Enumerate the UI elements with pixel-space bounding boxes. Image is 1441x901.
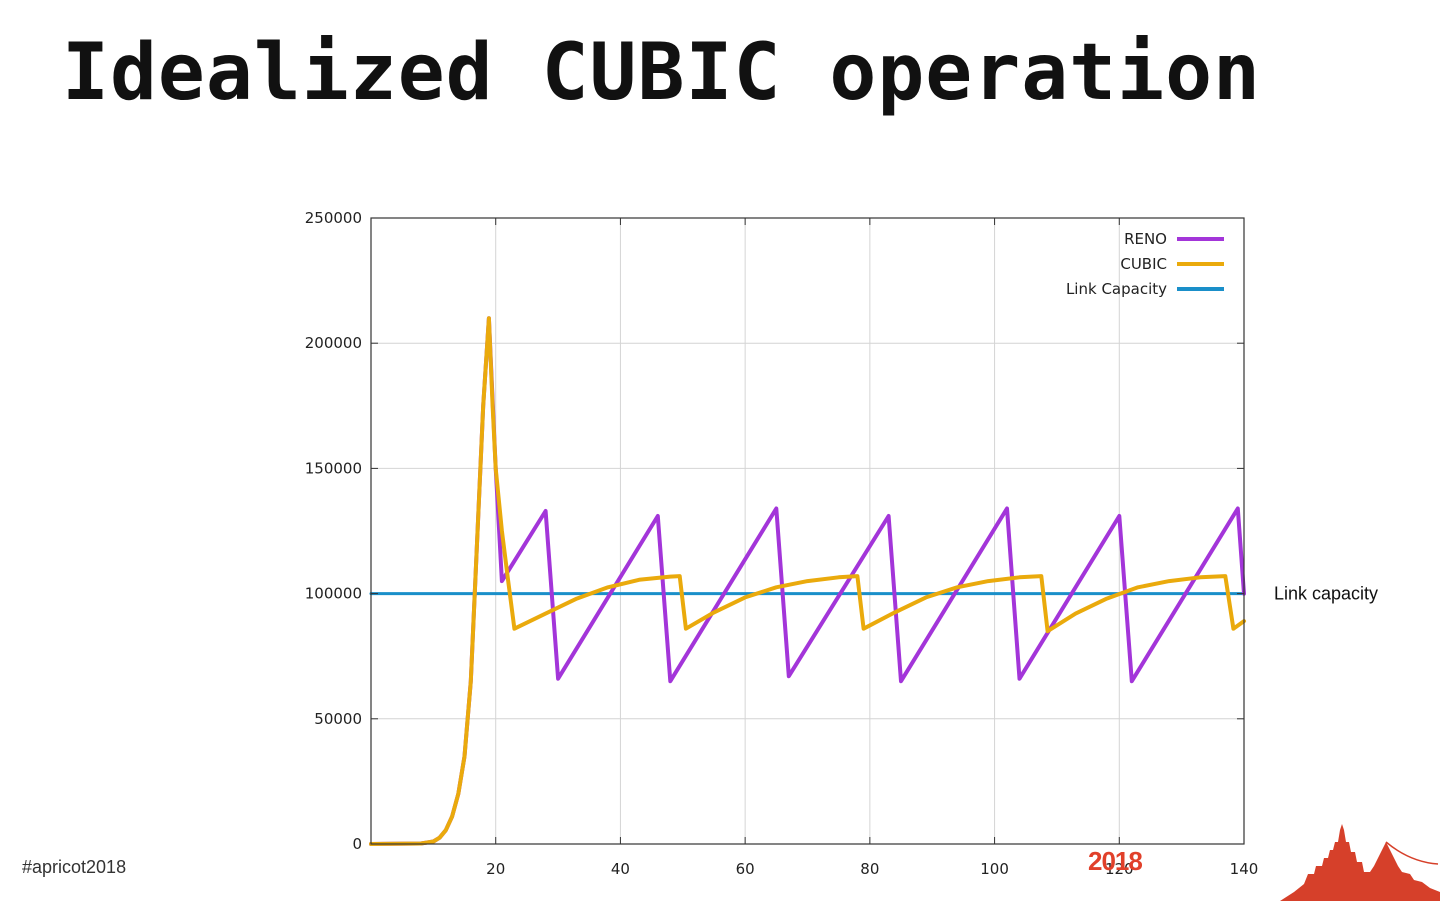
x-tick-label: 120 bbox=[1105, 860, 1134, 878]
x-tick-label: 20 bbox=[486, 860, 505, 878]
x-tick-label: 140 bbox=[1230, 860, 1259, 878]
legend-label-link-capacity: Link Capacity bbox=[1066, 280, 1167, 298]
x-tick-label: 40 bbox=[611, 860, 630, 878]
logo-bridge-cable bbox=[1385, 841, 1439, 865]
logo-silhouette bbox=[1280, 824, 1440, 901]
year-badge: 2018 bbox=[1088, 846, 1143, 876]
chart-annotations: Link capacity bbox=[1274, 584, 1378, 604]
y-tick-label: 50000 bbox=[314, 710, 362, 728]
y-tick-label: 150000 bbox=[305, 459, 362, 477]
x-tick-label: 60 bbox=[736, 860, 755, 878]
x-tick-label: 100 bbox=[980, 860, 1009, 878]
legend-label-reno: RENO bbox=[1124, 230, 1167, 248]
annotation-link-capacity: Link capacity bbox=[1274, 584, 1378, 604]
y-tick-label: 250000 bbox=[305, 209, 362, 227]
x-tick-label: 80 bbox=[860, 860, 879, 878]
temple-skyline-logo-icon bbox=[1280, 824, 1440, 901]
chart-series bbox=[369, 316, 1246, 846]
series-line-cubic bbox=[369, 316, 1246, 846]
y-tick-label: 100000 bbox=[305, 585, 362, 603]
slide-title: Idealized CUBIC operation bbox=[62, 28, 1261, 118]
y-tick-label: 200000 bbox=[305, 334, 362, 352]
legend-label-cubic: CUBIC bbox=[1120, 255, 1167, 273]
axis-ticks: 20 40 60 80 100 120 140 0 50000 100000 150000 20000… bbox=[305, 209, 1259, 878]
chart-legend: RENO CUBIC Link Capacity bbox=[1066, 230, 1224, 298]
event-hashtag: #apricot2018 bbox=[22, 857, 127, 877]
logo-shape bbox=[1280, 824, 1440, 901]
y-tick-label: 0 bbox=[352, 835, 362, 853]
plot-frame bbox=[370, 217, 1245, 845]
